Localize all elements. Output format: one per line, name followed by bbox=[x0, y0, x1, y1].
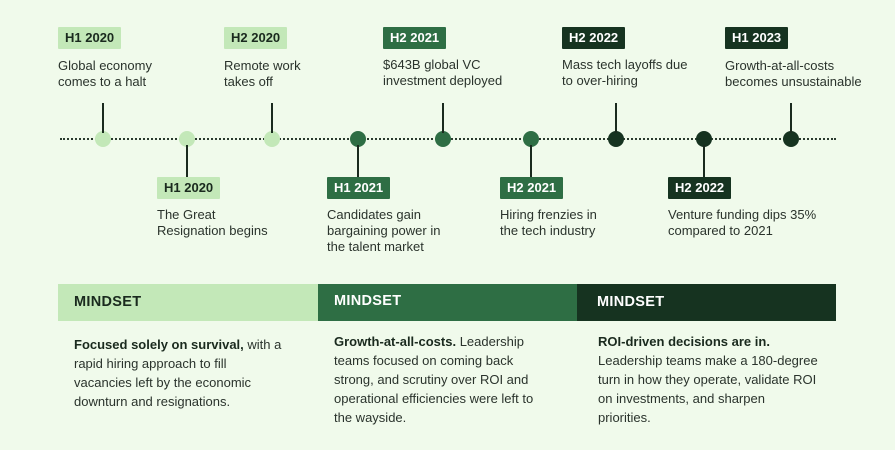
period-tag: H2 2022 bbox=[668, 177, 732, 199]
event-text: Candidates gain bargaining power in the … bbox=[327, 207, 441, 254]
period-tag: H1 2020 bbox=[58, 27, 122, 49]
timeline-stem bbox=[703, 145, 705, 177]
event-text: Mass tech layoffs due to over-hiring bbox=[562, 57, 688, 88]
period-tag: H2 2022 bbox=[562, 27, 626, 49]
timeline-stem bbox=[615, 103, 617, 133]
period-tag: H1 2023 bbox=[725, 27, 789, 49]
timeline-dot bbox=[523, 131, 539, 147]
timeline-dot bbox=[179, 131, 195, 147]
event-text: Global economy comes to a halt bbox=[58, 58, 152, 89]
event-text: Hiring frenzies in the tech industry bbox=[500, 207, 597, 238]
mindset-header: MINDSET bbox=[318, 284, 577, 321]
event-text: The Great Resignation begins bbox=[157, 207, 268, 238]
timeline-stem bbox=[357, 145, 359, 177]
period-tag: H2 2021 bbox=[500, 177, 564, 199]
mindset-description: Focused solely on survival, with a rapid… bbox=[74, 337, 282, 409]
timeline-stem bbox=[271, 103, 273, 133]
event-text: $643B global VC investment deployed bbox=[383, 57, 503, 88]
mindset-description: ROI-driven decisions are in. Leadership … bbox=[598, 334, 818, 425]
timeline-stem bbox=[442, 103, 444, 133]
mindset-header: MINDSET bbox=[58, 284, 318, 321]
timeline-stem bbox=[102, 103, 104, 133]
mindset-header: MINDSET bbox=[577, 284, 836, 321]
event-text: Venture funding dips 35% compared to 202… bbox=[668, 207, 817, 238]
timeline-stem bbox=[186, 145, 188, 177]
event-text: Remote work takes off bbox=[224, 58, 301, 89]
timeline-dot bbox=[783, 131, 799, 147]
period-tag: H1 2020 bbox=[157, 177, 221, 199]
timeline-stem bbox=[530, 145, 532, 177]
period-tag: H1 2021 bbox=[327, 177, 391, 199]
mindset-description: Growth-at-all-costs. Leadership teams fo… bbox=[334, 334, 534, 425]
timeline-dot bbox=[95, 131, 111, 147]
event-text: Growth-at-all-costs becomes unsustainabl… bbox=[725, 58, 862, 89]
timeline-stem bbox=[790, 103, 792, 133]
timeline-dot bbox=[696, 131, 712, 147]
timeline-dot bbox=[608, 131, 624, 147]
timeline-dot bbox=[435, 131, 451, 147]
period-tag: H2 2021 bbox=[383, 27, 447, 49]
timeline-dot bbox=[264, 131, 280, 147]
period-tag: H2 2020 bbox=[224, 27, 288, 49]
timeline-dot bbox=[350, 131, 366, 147]
